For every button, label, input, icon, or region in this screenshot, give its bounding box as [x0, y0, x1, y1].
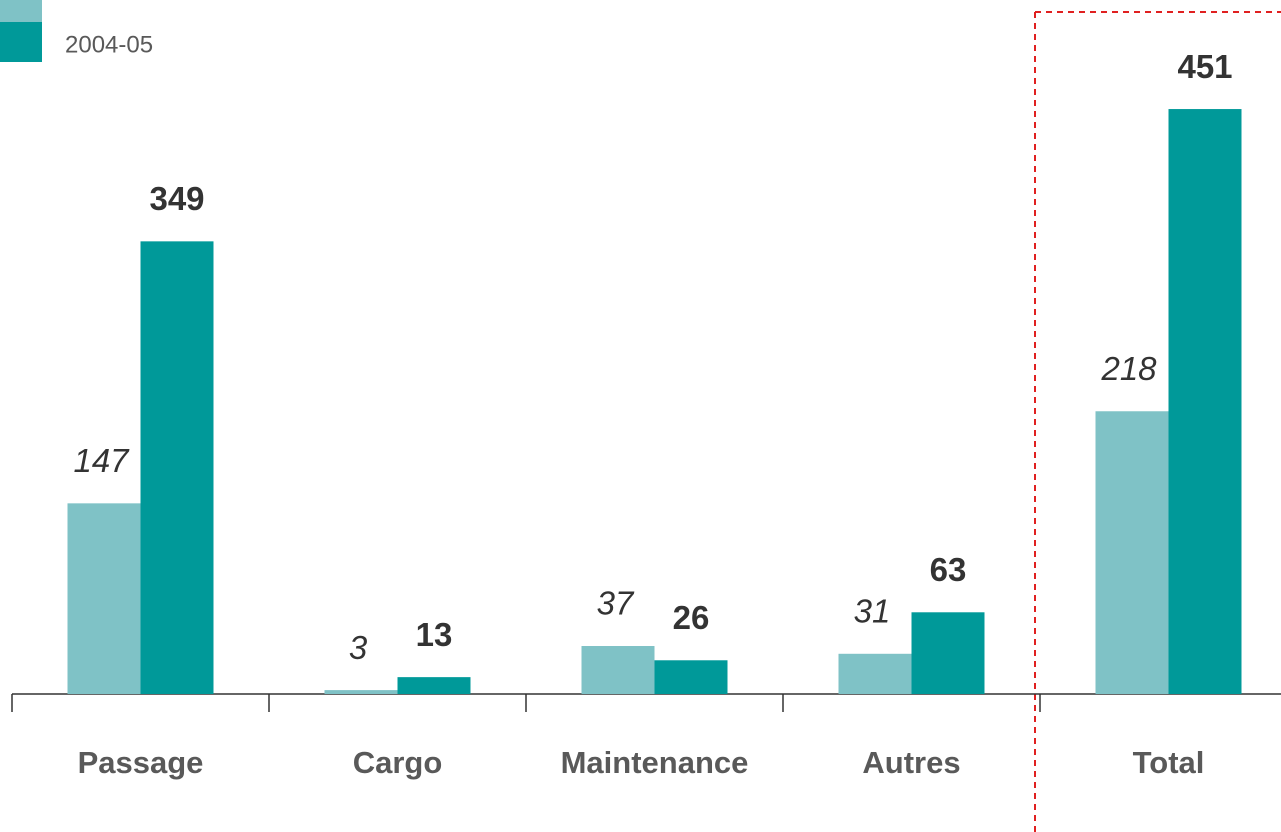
- legend-swatch: [0, 0, 42, 22]
- x-tick-label: Total: [1133, 745, 1205, 780]
- x-tick-label: Maintenance: [561, 745, 749, 780]
- bar: [1168, 109, 1242, 695]
- data-label: 13: [416, 616, 453, 653]
- data-label: 147: [73, 442, 130, 479]
- bar: [1095, 411, 1169, 694]
- data-label: 349: [149, 180, 204, 217]
- bar: [140, 241, 214, 695]
- x-tick-label: Passage: [78, 745, 204, 780]
- bar: [397, 677, 471, 694]
- x-tick-label: Cargo: [353, 745, 443, 780]
- data-label: 37: [597, 585, 635, 622]
- legend-label: 2004-05: [65, 31, 153, 58]
- data-label: 31: [854, 593, 891, 630]
- bar: [324, 690, 398, 694]
- data-label: 63: [930, 551, 967, 588]
- bar: [581, 646, 655, 694]
- bar: [838, 653, 912, 694]
- bar: [911, 612, 985, 694]
- legend-swatch: [0, 22, 42, 62]
- bar: [67, 503, 141, 694]
- data-label: 451: [1177, 48, 1232, 85]
- bar: [654, 660, 728, 694]
- x-tick-label: Autres: [862, 745, 960, 780]
- data-label: 3: [349, 629, 368, 666]
- data-label: 26: [673, 599, 710, 636]
- data-label: 218: [1100, 350, 1157, 387]
